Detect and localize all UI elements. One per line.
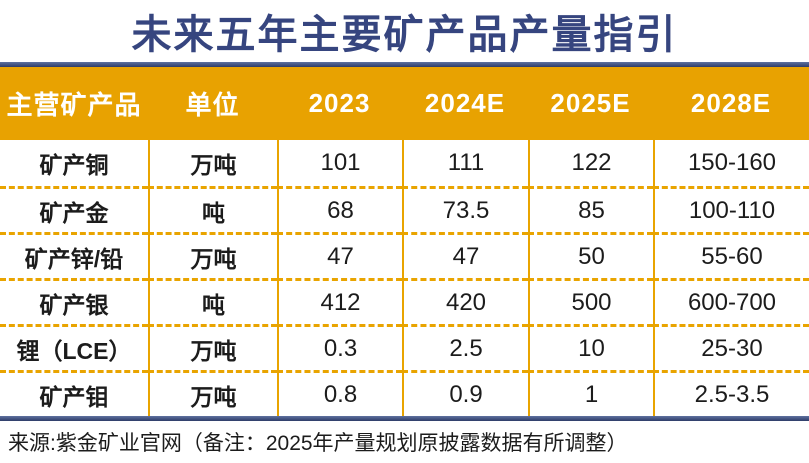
value-cell: 1 [528, 370, 653, 416]
product-cell: 矿产银 [0, 278, 148, 324]
table-row: 矿产钼 万吨 0.8 0.9 1 2.5-3.5 [0, 370, 809, 416]
value-cell: 50 [528, 232, 653, 278]
header-cell-2028e: 2028E [653, 67, 809, 140]
value-cell: 0.3 [277, 324, 402, 370]
production-guidance-table: 主营矿产品 单位 2023 2024E 2025E 2028E 矿产铜 万吨 101… [0, 67, 809, 416]
value-cell: 500 [528, 278, 653, 324]
unit-cell: 吨 [148, 278, 277, 324]
value-cell: 47 [402, 232, 528, 278]
value-cell: 0.8 [277, 370, 402, 416]
value-cell: 2.5 [402, 324, 528, 370]
value-cell: 420 [402, 278, 528, 324]
table-body: 矿产铜 万吨 101 111 122 150-160 矿产金吨 68 73.5 85 100-110… [0, 140, 809, 416]
value-cell: 2.5-3.5 [653, 370, 809, 416]
value-cell: 10 [528, 324, 653, 370]
header-cell-2025e: 2025E [528, 67, 653, 140]
unit-cell: 吨 [148, 186, 277, 232]
page-title: 未来五年主要矿产品产量指引 [131, 13, 678, 57]
value-cell: 85 [528, 186, 653, 232]
table-row: 锂（LCE） 万吨 0.3 2.5 10 25-30 [0, 324, 809, 370]
table-row: 矿产银吨 412 420 500 600-700 [0, 278, 809, 324]
header-cell-unit: 单位 [148, 67, 277, 140]
header-cell-2024e: 2024E [402, 67, 528, 140]
value-cell: 412 [277, 278, 402, 324]
product-cell: 锂（LCE） [0, 324, 148, 370]
unit-cell: 万吨 [148, 140, 277, 186]
value-cell: 600-700 [653, 278, 809, 324]
header-cell-2023: 2023 [277, 67, 402, 140]
value-cell: 101 [277, 140, 402, 186]
value-cell: 111 [402, 140, 528, 186]
value-cell: 68 [277, 186, 402, 232]
header-row: 主营矿产品 单位 2023 2024E 2025E 2028E [0, 67, 809, 140]
table-header: 主营矿产品 单位 2023 2024E 2025E 2028E [0, 67, 809, 140]
value-cell: 0.9 [402, 370, 528, 416]
product-cell: 矿产金 [0, 186, 148, 232]
product-cell: 矿产钼 [0, 370, 148, 416]
table-row: 矿产铜 万吨 101 111 122 150-160 [0, 140, 809, 186]
unit-cell: 万吨 [148, 232, 277, 278]
unit-cell: 万吨 [148, 324, 277, 370]
source-note: 来源:紫金矿业官网（备注：2025年产量规划原披露数据有所调整） [8, 432, 628, 455]
unit-cell: 万吨 [148, 370, 277, 416]
value-cell: 73.5 [402, 186, 528, 232]
header-cell-product: 主营矿产品 [0, 67, 148, 140]
bottom-divider [0, 416, 809, 421]
value-cell: 150-160 [653, 140, 809, 186]
value-cell: 100-110 [653, 186, 809, 232]
product-cell: 矿产锌/铅 [0, 232, 148, 278]
table-row: 矿产金吨 68 73.5 85 100-110 [0, 186, 809, 232]
top-divider [0, 62, 809, 67]
value-cell: 47 [277, 232, 402, 278]
product-cell: 矿产铜 [0, 140, 148, 186]
table-row: 矿产锌/铅 万吨 47 47 50 55-60 [0, 232, 809, 278]
value-cell: 25-30 [653, 324, 809, 370]
value-cell: 122 [528, 140, 653, 186]
value-cell: 55-60 [653, 232, 809, 278]
